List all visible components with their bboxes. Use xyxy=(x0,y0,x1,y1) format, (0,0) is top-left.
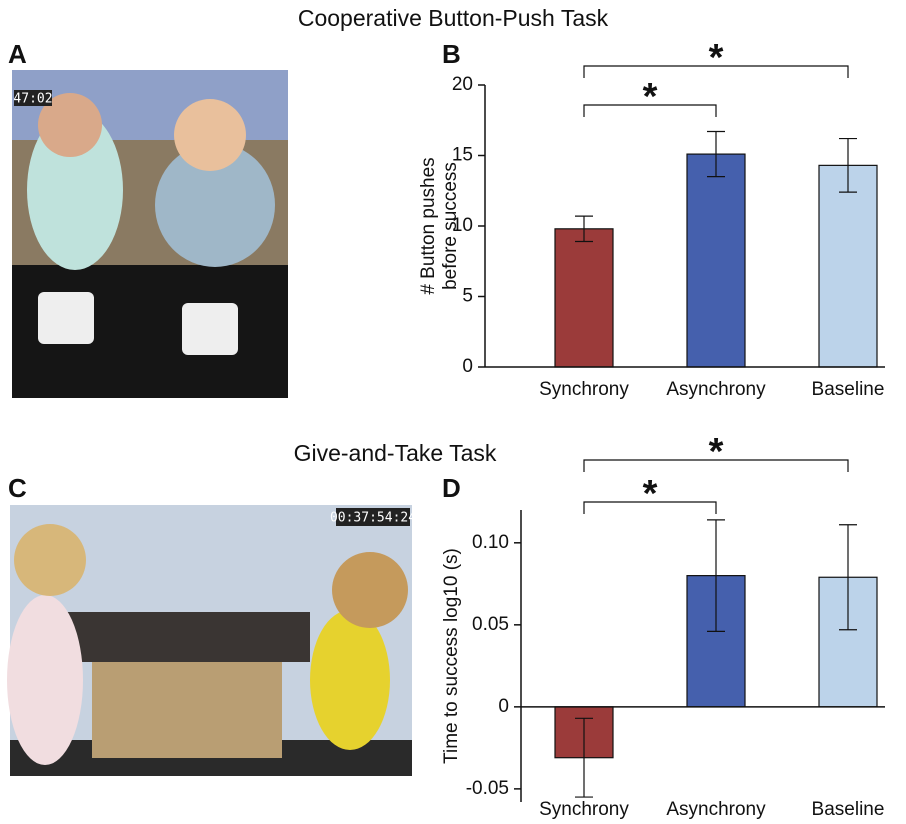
x-tick-label: Asynchrony xyxy=(666,799,766,820)
bar xyxy=(819,165,877,367)
y-axis-label: # Button pushes xyxy=(418,157,439,294)
panel-letter: C xyxy=(8,473,27,503)
y-tick-label: 0 xyxy=(498,696,509,717)
x-tick-label: Baseline xyxy=(812,379,885,400)
section-title: Give-and-Take Task xyxy=(294,440,497,466)
y-tick-label: -0.05 xyxy=(466,778,509,799)
photo-timestamp: 47:02 xyxy=(13,92,52,107)
photo-a: 47:02 xyxy=(12,70,288,398)
x-tick-label: Asynchrony xyxy=(666,379,766,400)
x-tick-label: Baseline xyxy=(812,799,885,820)
section-title: Cooperative Button-Push Task xyxy=(298,5,609,31)
figure: Cooperative Button-Push Task Give-and-Ta… xyxy=(0,0,906,824)
significance-label: * xyxy=(643,473,658,515)
y-axis-label: before success xyxy=(440,162,461,290)
y-tick-label: 0 xyxy=(462,356,473,377)
x-tick-label: Synchrony xyxy=(539,379,629,400)
panel-letter: A xyxy=(8,39,27,69)
panel-letter: B xyxy=(442,39,461,69)
photo-timestamp: 00:37:54:24 xyxy=(330,511,416,526)
bar xyxy=(687,154,745,367)
bar xyxy=(555,229,613,367)
x-tick-label: Synchrony xyxy=(539,799,629,820)
significance-label: * xyxy=(643,76,658,118)
significance-label: * xyxy=(709,37,724,79)
y-tick-label: 0.05 xyxy=(472,614,509,635)
y-tick-label: 0.10 xyxy=(472,532,509,553)
photo-c: 00:37:54:24 xyxy=(7,505,416,776)
significance-label: * xyxy=(709,431,724,473)
y-axis-label: Time to success log10 (s) xyxy=(441,548,462,764)
y-tick-label: 5 xyxy=(462,286,473,307)
y-tick-label: 20 xyxy=(452,74,473,95)
panel-letter: D xyxy=(442,473,461,503)
